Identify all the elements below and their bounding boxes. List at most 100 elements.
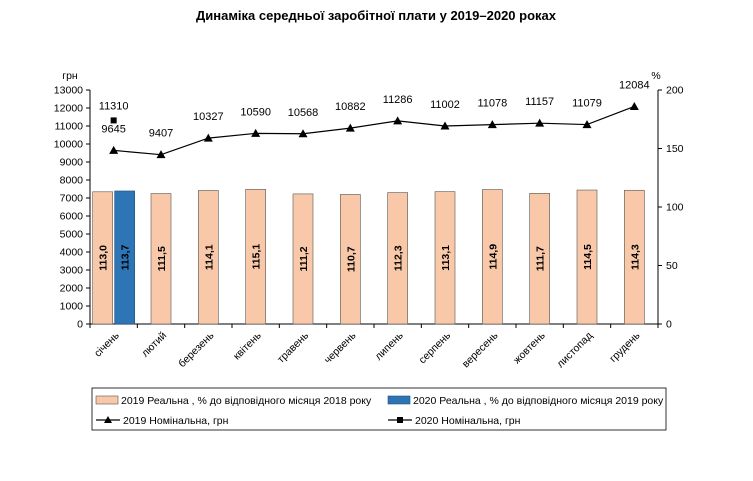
marker-2019-nominal bbox=[298, 129, 308, 138]
left-tick-label: 10000 bbox=[54, 139, 83, 151]
left-tick-label: 12000 bbox=[54, 103, 83, 115]
legend-box bbox=[91, 387, 667, 431]
bar-2019-real bbox=[576, 189, 598, 325]
legend-swatch-2019-real bbox=[95, 395, 119, 405]
left-tick-label: 5000 bbox=[60, 229, 84, 241]
bar-2019-real bbox=[292, 193, 314, 325]
category-label: листопад bbox=[555, 330, 596, 371]
bar-label-2019: 111,7 bbox=[535, 246, 547, 271]
right-tick-label: 50 bbox=[666, 260, 678, 272]
label-2019-nominal: 12084 bbox=[619, 79, 650, 91]
left-tick-label: 7000 bbox=[60, 193, 84, 205]
label-2019-nominal: 11002 bbox=[430, 99, 460, 111]
bar-label-2019: 114,3 bbox=[629, 244, 641, 270]
left-tick-label: 0 bbox=[77, 319, 83, 331]
chart-title: Динаміка середньої заробітної плати у 20… bbox=[196, 8, 557, 23]
left-tick-label: 11000 bbox=[55, 121, 84, 133]
category-label: жовтень bbox=[511, 329, 548, 366]
label-2019-nominal: 11286 bbox=[383, 94, 413, 106]
category-labels: січень лютий березень квітень травень червень… bbox=[92, 329, 643, 370]
label-2019-nominal: 11079 bbox=[572, 98, 602, 110]
bar-label-2020: 113,7 bbox=[120, 244, 132, 270]
label-2019-nominal: 11078 bbox=[477, 98, 507, 110]
left-tick-label: 6000 bbox=[60, 211, 84, 223]
bar-label-2019: 114,1 bbox=[203, 244, 215, 270]
category-label: вересень bbox=[460, 329, 501, 370]
marker-2019-nominal bbox=[345, 123, 355, 132]
bar-label-2019: 111,5 bbox=[156, 246, 168, 271]
label-2019-nominal: 10590 bbox=[240, 106, 271, 118]
left-tick-label: 8000 bbox=[60, 175, 84, 187]
legend: 2019 Реальна , % до відповідного місяця … bbox=[91, 387, 667, 431]
category-label: серпень bbox=[417, 329, 454, 366]
label-2019-nominal: 11157 bbox=[525, 96, 554, 108]
bar-label-2019: 115,1 bbox=[251, 244, 263, 270]
marker-2019-nominal bbox=[487, 120, 497, 129]
bar-2019-real bbox=[150, 193, 172, 325]
legend-swatch-2020-real bbox=[387, 395, 411, 405]
marker-2019-nominal bbox=[203, 133, 213, 142]
axes: 0100020003000400050006000700080009000100… bbox=[54, 85, 684, 331]
category-label: травень bbox=[275, 329, 311, 365]
bar-label-2019: 111,2 bbox=[298, 246, 310, 271]
left-tick-label: 1000 bbox=[60, 301, 84, 313]
right-tick-label: 100 bbox=[666, 202, 684, 214]
marker-2019-nominal bbox=[535, 118, 545, 127]
lines: 9645 9407 10327 10590 10568 10882 11286 11002 11… bbox=[99, 79, 650, 159]
label-2019-nominal: 9645 bbox=[101, 123, 125, 135]
line-2019-nominal bbox=[113, 105, 635, 156]
category-label: грудень bbox=[607, 329, 643, 365]
bar-2019-real bbox=[92, 191, 113, 325]
bar-2019-real bbox=[340, 194, 361, 325]
marker-2019-nominal bbox=[109, 145, 119, 154]
category-label: квітень bbox=[231, 329, 264, 362]
legend-label-2020-real: 2020 Реальна , % до відповідного місяця … bbox=[413, 395, 664, 407]
label-2019-nominal: 10327 bbox=[193, 111, 224, 123]
left-tick-label: 9000 bbox=[60, 157, 84, 169]
right-tick-label: 200 bbox=[666, 85, 684, 97]
bar-2019-real bbox=[387, 192, 408, 325]
label-2020-nominal: 11310 bbox=[99, 100, 129, 112]
category-label: липень bbox=[373, 329, 406, 362]
legend-marker-2020-nominal bbox=[397, 417, 403, 423]
legend-label-2019-real: 2019 Реальна , % до відповідного місяця … bbox=[121, 395, 372, 407]
bar-label-2019: 112,3 bbox=[393, 245, 405, 271]
marker-2019-nominal bbox=[582, 120, 592, 129]
bar-label-2019: 113,0 bbox=[98, 245, 110, 271]
bar-label-2019: 113,1 bbox=[440, 245, 452, 271]
right-tick-label: 0 bbox=[666, 319, 672, 331]
bar-2019-real bbox=[245, 189, 266, 325]
category-label: березень bbox=[176, 329, 217, 370]
bars: 113,0 111,5 114,1 115,1 111,2 110,7 112,3 113,1… bbox=[92, 189, 645, 325]
bar-2019-real bbox=[529, 193, 550, 325]
category-label: червень bbox=[322, 329, 359, 366]
label-2019-nominal: 10882 bbox=[335, 101, 366, 113]
right-axis-unit: % bbox=[651, 70, 660, 82]
bar-2019-real bbox=[482, 189, 503, 325]
label-2019-nominal: 9407 bbox=[149, 128, 173, 140]
bar-2019-real bbox=[624, 189, 645, 325]
bar-label-2019: 114,5 bbox=[582, 244, 594, 270]
marker-2020-nominal bbox=[110, 117, 117, 124]
legend-label-2020-nominal: 2020 Номінальна, грн bbox=[415, 415, 521, 427]
bar-2020-real bbox=[114, 190, 135, 325]
left-tick-label: 2000 bbox=[60, 283, 84, 295]
marker-2019-nominal bbox=[156, 150, 166, 159]
label-2019-nominal: 10568 bbox=[288, 107, 319, 119]
left-tick-label: 4000 bbox=[60, 247, 84, 259]
category-label: січень bbox=[92, 329, 122, 359]
marker-2019-nominal bbox=[251, 128, 261, 137]
bar-2019-real bbox=[198, 190, 219, 325]
marker-2019-nominal bbox=[393, 116, 403, 125]
bar-2019-real bbox=[434, 191, 456, 325]
bar-label-2019: 114,9 bbox=[487, 244, 499, 270]
legend-marker-2019-nominal bbox=[104, 416, 112, 423]
marker-2019-nominal bbox=[629, 101, 639, 110]
bar-label-2019: 110,7 bbox=[345, 246, 357, 272]
right-tick-label: 150 bbox=[666, 143, 684, 155]
left-tick-label: 13000 bbox=[54, 85, 83, 97]
legend-label-2019-nominal: 2019 Номінальна, грн bbox=[123, 415, 229, 427]
marker-2019-nominal bbox=[440, 121, 450, 130]
left-tick-label: 3000 bbox=[60, 265, 84, 277]
